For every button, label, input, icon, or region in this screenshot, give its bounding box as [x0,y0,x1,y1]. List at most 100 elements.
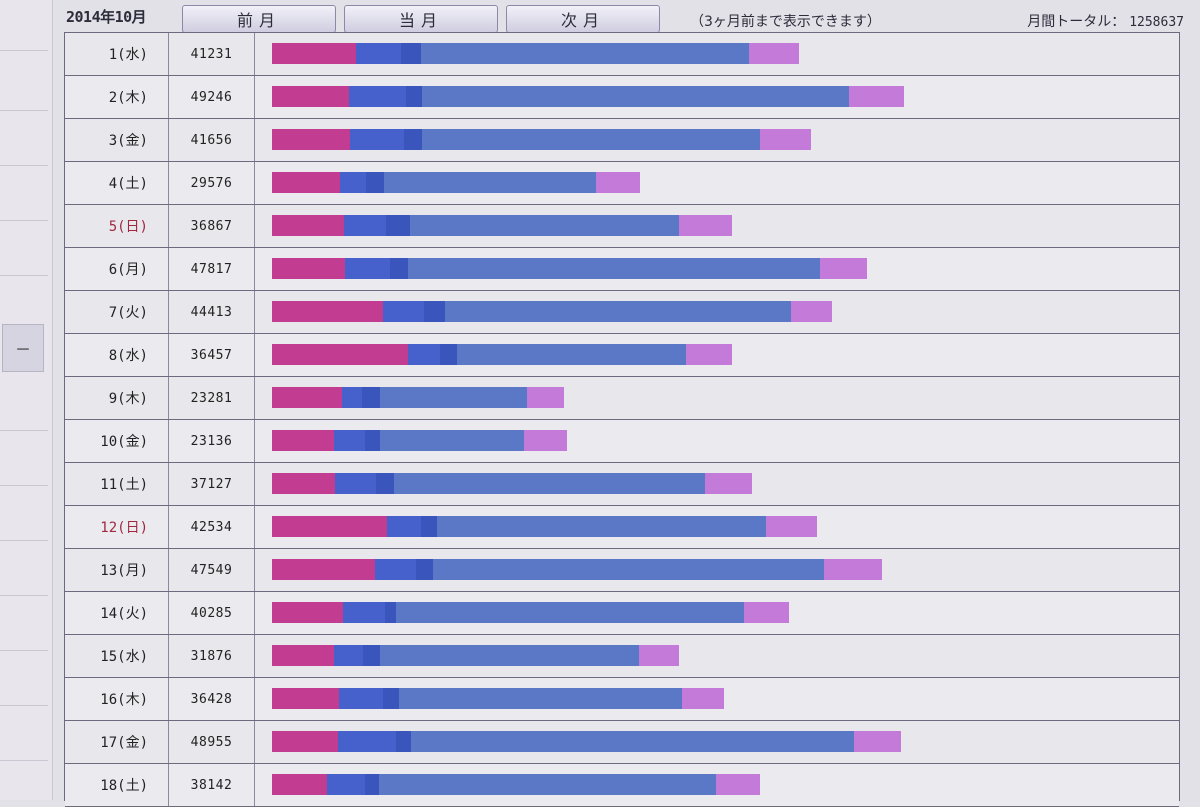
bar-segment [437,516,766,537]
bar-segment [527,387,564,408]
stacked-bar [272,43,799,64]
bar-segment [383,688,399,709]
bar-segment [272,774,327,795]
day-cell: 13(月) [65,549,169,591]
count-cell: 31876 [169,635,255,677]
bar-segment [401,43,421,64]
day-cell: 8(水) [65,334,169,376]
stacked-bar [272,301,832,322]
bar-segment [338,731,396,752]
bar-cell [255,635,1179,677]
stacked-bar [272,774,760,795]
stacked-bar [272,559,882,580]
bar-segment [272,344,408,365]
bar-cell [255,377,1179,419]
bar-cell [255,721,1179,763]
day-cell: 12(日) [65,506,169,548]
bar-cell [255,291,1179,333]
bar-cell [255,549,1179,591]
bar-segment [386,215,410,236]
bar-cell [255,764,1179,806]
count-cell: 44413 [169,291,255,333]
day-cell: 17(金) [65,721,169,763]
collapse-button[interactable]: － [2,324,44,372]
table-row: 10(金) 23136 [65,420,1179,463]
bar-segment [272,215,344,236]
stacked-bar [272,688,724,709]
divider [0,430,48,431]
day-cell: 2(木) [65,76,169,118]
bar-cell [255,592,1179,634]
bar-segment [421,516,437,537]
bar-segment [854,731,901,752]
day-cell: 18(土) [65,764,169,806]
table-row: 15(水) 31876 [65,635,1179,678]
bar-segment [363,645,380,666]
table-row: 4(土) 29576 [65,162,1179,205]
bar-segment [421,43,749,64]
bar-segment [272,473,335,494]
day-cell: 15(水) [65,635,169,677]
stacked-bar [272,86,904,107]
bar-segment [272,129,350,150]
table-row: 17(金) 48955 [65,721,1179,764]
bar-segment [343,602,385,623]
divider [0,275,48,276]
bar-cell [255,248,1179,290]
count-cell: 40285 [169,592,255,634]
table-row: 13(月) 47549 [65,549,1179,592]
divider [0,220,48,221]
bar-segment [404,129,422,150]
bar-segment [272,43,356,64]
bar-segment [272,731,338,752]
day-cell: 3(金) [65,119,169,161]
bar-segment [396,731,411,752]
bar-cell [255,33,1179,75]
table-row: 6(月) 47817 [65,248,1179,291]
stacked-bar [272,731,901,752]
month-title: 2014年10月 [66,8,147,26]
divider [0,705,48,706]
monthly-total: 月間トータル： 1258637 [1027,11,1184,31]
bar-segment [334,430,365,451]
daily-access-table: 1(水) 41231 2(木) 49246 3(金) 41656 4(土) 29576 5(日)… [64,32,1180,807]
bar-segment [327,774,365,795]
bar-segment [342,387,362,408]
prev-month-button[interactable]: 前月 [182,5,336,33]
bar-segment [272,688,339,709]
bar-segment [824,559,882,580]
bar-segment [440,344,457,365]
bar-segment [408,258,820,279]
bar-segment [445,301,791,322]
stacked-bar [272,387,564,408]
current-month-button[interactable]: 当月 [344,5,498,33]
stacked-bar [272,645,679,666]
bar-segment [272,258,345,279]
bar-segment [679,215,732,236]
divider [0,540,48,541]
bar-segment [424,301,445,322]
count-cell: 49246 [169,76,255,118]
bar-cell [255,162,1179,204]
count-cell: 47817 [169,248,255,290]
bar-segment [639,645,679,666]
bar-segment [596,172,640,193]
monthly-total-label: 月間トータル： [1027,14,1126,30]
bar-segment [716,774,760,795]
bar-segment [384,172,596,193]
next-month-button[interactable]: 次月 [506,5,660,33]
bar-segment [760,129,811,150]
bar-segment [365,430,380,451]
count-cell: 42534 [169,506,255,548]
bar-segment [749,43,799,64]
bar-segment [394,473,705,494]
bar-segment [272,172,340,193]
table-row: 2(木) 49246 [65,76,1179,119]
table-row: 1(水) 41231 [65,33,1179,76]
bar-cell [255,76,1179,118]
bar-segment [849,86,904,107]
count-cell: 41231 [169,33,255,75]
bar-segment [422,129,760,150]
bar-segment [766,516,817,537]
day-cell: 1(水) [65,33,169,75]
